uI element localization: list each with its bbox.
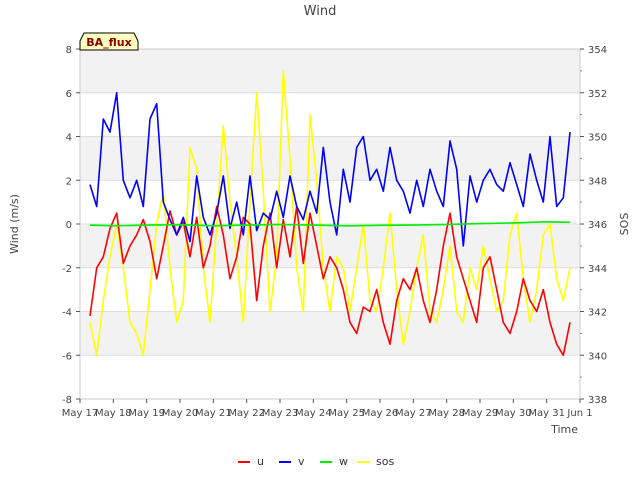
plot-band-2 xyxy=(80,136,580,181)
x-tick-label: Jun 1 xyxy=(566,408,592,419)
x-tick-label: May 27 xyxy=(395,408,432,419)
y2-tick-label: 354 xyxy=(588,45,607,56)
y-tick-label: 0 xyxy=(66,220,72,231)
series-line-w xyxy=(89,221,571,227)
legend-label-v: v xyxy=(298,455,305,468)
legend-label-sos: sos xyxy=(376,455,394,468)
legend-label-u: u xyxy=(257,455,264,468)
y-tick-label: -4 xyxy=(62,308,72,319)
y2-axis-label: SOS xyxy=(618,213,631,236)
x-tick-label: May 19 xyxy=(128,408,165,419)
plot-bands xyxy=(80,49,580,356)
y2-axis-ticks: 338 340 342 344 346 348 350 352 354 xyxy=(580,45,607,406)
y2-tick-label: 338 xyxy=(588,395,607,406)
y-axis-ticks: -8 -6 -4 -2 0 2 4 6 8 xyxy=(62,45,80,406)
y-tick-label: 6 xyxy=(66,89,72,100)
y-tick-label: -6 xyxy=(62,351,72,362)
series-line-v xyxy=(89,92,571,247)
plot-band-3 xyxy=(80,49,580,93)
site-label-box: BA_flux xyxy=(79,32,139,51)
site-label: BA_flux xyxy=(86,36,131,49)
x-tick-label: May 31 xyxy=(528,408,565,419)
legend-label-w: w xyxy=(339,455,348,468)
y2-tick-label: 340 xyxy=(588,351,607,362)
x-tick-label: May 21 xyxy=(195,408,232,419)
y-tick-label: 4 xyxy=(66,133,72,144)
plot-band-0 xyxy=(80,311,580,356)
x-axis-label: Time xyxy=(550,423,578,436)
x-tick-label: May 23 xyxy=(262,408,299,419)
series-line-u xyxy=(89,205,571,357)
series-layer xyxy=(89,70,571,357)
series-line-sos xyxy=(89,70,571,357)
y2-tick-label: 346 xyxy=(588,220,607,231)
y-tick-label: -8 xyxy=(62,395,72,406)
x-tick-label: May 30 xyxy=(495,408,532,419)
y-tick-label: -2 xyxy=(62,264,72,275)
x-tick-label: May 20 xyxy=(162,408,199,419)
x-tick-label: May 22 xyxy=(228,408,265,419)
y2-tick-label: 342 xyxy=(588,308,607,319)
x-tick-label: May 25 xyxy=(328,408,365,419)
y-tick-label: 8 xyxy=(66,45,72,56)
x-tick-label: May 18 xyxy=(95,408,132,419)
y-tick-label: 2 xyxy=(66,176,72,187)
x-tick-label: May 29 xyxy=(462,408,499,419)
y2-tick-label: 344 xyxy=(588,264,607,275)
y-axis-label: Wind (m/s) xyxy=(8,194,21,254)
x-tick-label: May 24 xyxy=(295,408,332,419)
y2-tick-label: 348 xyxy=(588,176,607,187)
chart-title: Wind xyxy=(304,4,337,19)
x-tick-label: May 26 xyxy=(362,408,399,419)
y2-tick-label: 350 xyxy=(588,133,607,144)
legend: u v w sos xyxy=(238,455,394,468)
x-tick-label: May 28 xyxy=(428,408,465,419)
y2-tick-label: 352 xyxy=(588,89,607,100)
x-tick-label: May 17 xyxy=(62,408,99,419)
